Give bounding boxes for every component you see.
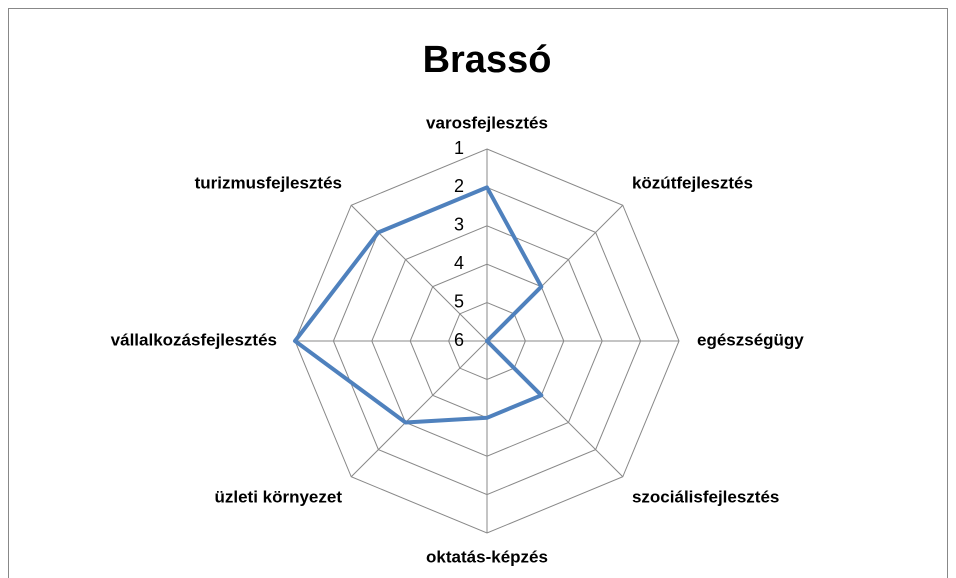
- category-label: oktatás-képzés: [426, 547, 548, 566]
- tick-label: 1: [454, 138, 464, 158]
- chart-frame: [8, 8, 948, 578]
- spoke: [350, 204, 488, 342]
- category-label: üzleti környezet: [214, 487, 342, 506]
- tick-label: 3: [454, 215, 464, 235]
- tick-label: 6: [454, 330, 464, 350]
- series-line: [293, 185, 544, 425]
- chart-title: Brassó: [423, 39, 552, 81]
- category-label: vállalkozásfejlesztés: [111, 330, 277, 349]
- tick-label: 4: [454, 253, 464, 273]
- category-label: varosfejlesztés: [426, 113, 548, 132]
- category-label: turizmusfejlesztés: [195, 174, 342, 193]
- tick-label: 5: [454, 291, 464, 311]
- category-label: közútfejlesztés: [632, 174, 753, 193]
- category-label: szociálisfejlesztés: [632, 487, 779, 506]
- spoke: [350, 340, 488, 478]
- category-label: egészségügy: [697, 330, 804, 349]
- tick-label: 2: [454, 176, 464, 196]
